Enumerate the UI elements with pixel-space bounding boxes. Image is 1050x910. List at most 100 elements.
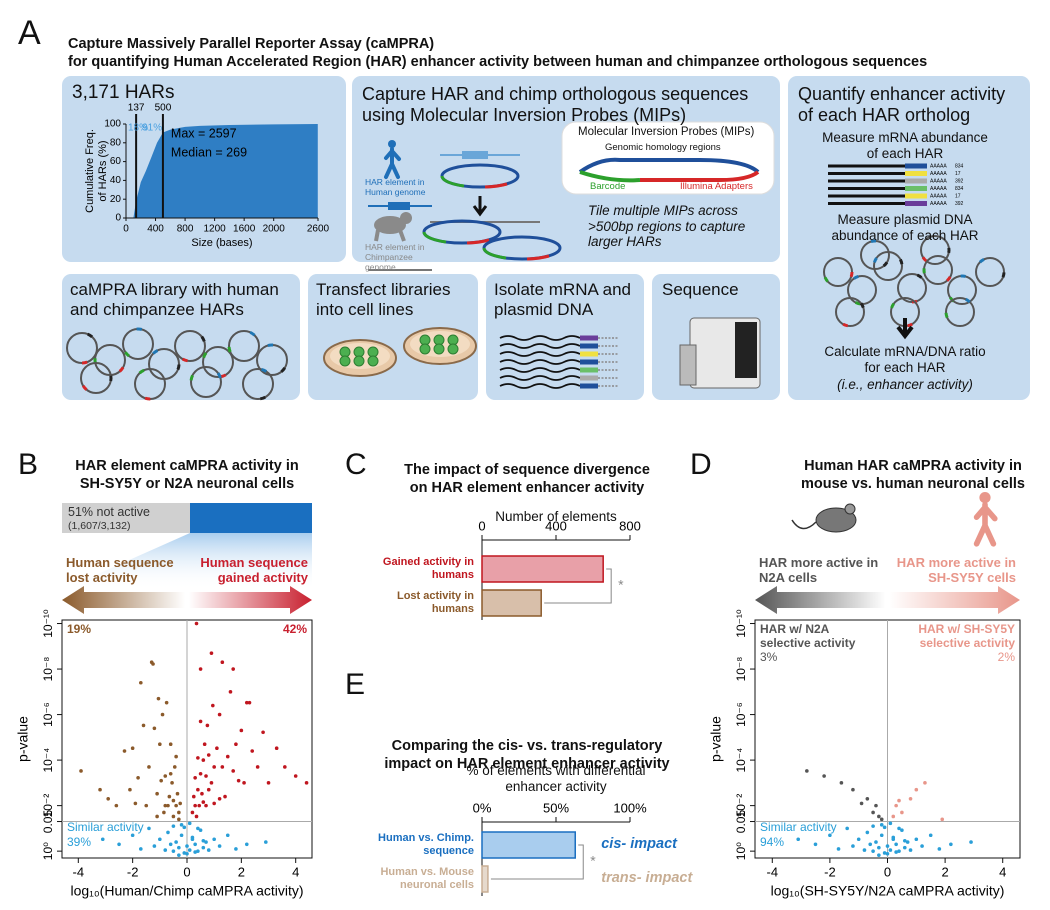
cell <box>419 343 431 355</box>
point <box>223 794 227 799</box>
mip-adapter <box>526 254 550 261</box>
point <box>136 776 140 780</box>
point <box>185 851 189 856</box>
plasmid-segment <box>189 374 194 381</box>
point <box>879 817 884 822</box>
point <box>261 730 265 735</box>
annotation: 91% <box>142 123 162 134</box>
mrna-tag <box>580 383 598 389</box>
point <box>220 660 225 664</box>
point <box>196 787 200 792</box>
callout-label: Genomic homology regions <box>605 142 721 153</box>
cell <box>339 355 351 367</box>
plasmid-segment <box>176 364 181 371</box>
cell <box>367 355 379 367</box>
x-tick-label: 400 <box>147 224 164 235</box>
chart-title: The impact of sequence divergence <box>404 462 650 478</box>
x-tick-label: 4 <box>999 864 1006 879</box>
area <box>133 124 318 218</box>
point <box>171 814 176 819</box>
point <box>174 840 178 844</box>
y-tick-label: 10⁻⁶ <box>734 702 748 727</box>
point <box>212 837 216 842</box>
plasmid-segment <box>124 351 130 358</box>
mrna-barcode <box>905 186 927 191</box>
y-tick-label: 10⁻⁸ <box>734 657 748 682</box>
point <box>171 849 176 853</box>
point <box>888 848 893 852</box>
point <box>204 774 208 778</box>
point <box>879 823 884 827</box>
plasmid <box>897 273 927 303</box>
mouse-icon-ear <box>844 503 856 515</box>
point <box>839 781 844 785</box>
panel-label: A <box>18 14 41 52</box>
point <box>114 803 119 808</box>
point <box>204 803 208 808</box>
plasmid-segment <box>907 322 913 328</box>
point <box>151 662 155 666</box>
x-tick-label: 2000 <box>263 224 286 235</box>
mip-barcode <box>482 247 507 260</box>
point <box>239 728 244 733</box>
point <box>190 835 195 840</box>
mip-adapter <box>466 238 490 245</box>
point <box>178 801 183 806</box>
x-tick-label: 0% <box>473 800 492 815</box>
quantify-note: (i.e., enhancer activity) <box>837 377 973 392</box>
point <box>193 850 197 854</box>
point <box>167 794 172 799</box>
point <box>914 837 919 842</box>
chart-title: on HAR element enhancer activity <box>409 480 645 496</box>
point <box>234 742 238 746</box>
point <box>179 833 184 838</box>
annotation: 42% <box>282 622 307 636</box>
plasmid-segment <box>899 258 904 265</box>
point <box>156 696 161 701</box>
y-axis-label: p-value <box>708 716 724 762</box>
point <box>949 842 953 847</box>
poly-a: AAAAA <box>930 193 947 199</box>
plasmid <box>228 330 260 362</box>
point <box>877 845 881 850</box>
point <box>813 842 818 847</box>
plasmid-segment <box>216 372 222 379</box>
arrow-label: Human sequence lost activity <box>66 555 174 585</box>
y-tick-label: 60 <box>110 156 122 167</box>
point <box>923 781 927 785</box>
point <box>900 810 904 815</box>
point <box>187 821 192 826</box>
point <box>158 742 162 746</box>
point <box>217 844 222 848</box>
y-tick-label: 0.05 <box>734 810 748 834</box>
point <box>236 778 241 783</box>
point <box>194 814 199 819</box>
point <box>796 837 801 842</box>
cell <box>447 343 459 355</box>
y-tick-label: 20 <box>110 194 122 205</box>
step-title: Capture HAR and chimp orthologous sequen… <box>362 84 749 125</box>
y-tick-label: 0 <box>115 213 121 224</box>
x-tick-label: 100% <box>613 800 647 815</box>
point <box>163 803 168 808</box>
y-axis-label: Cumulative Freq. <box>84 129 96 213</box>
callout-label: Illumina Adapters <box>680 181 753 192</box>
point <box>163 848 168 852</box>
chart-title: Comparing the cis- vs. trans-regulatory <box>391 738 663 754</box>
x-tick-label: 1600 <box>233 224 256 235</box>
point <box>190 810 195 815</box>
point <box>196 826 200 831</box>
plasmid-segment <box>978 258 985 264</box>
point <box>266 781 271 785</box>
category-label: Gained activity in humans <box>382 556 474 581</box>
panel-label: C <box>345 448 367 481</box>
plasmid-segment <box>853 275 859 280</box>
annotation: Max = 2597 <box>171 126 237 140</box>
y-tick-label: 100 <box>104 119 121 130</box>
x-axis-label: Number of elements <box>495 509 617 524</box>
point <box>100 837 105 842</box>
plasmid-segment <box>202 352 208 359</box>
point <box>217 712 222 717</box>
point <box>862 848 867 852</box>
